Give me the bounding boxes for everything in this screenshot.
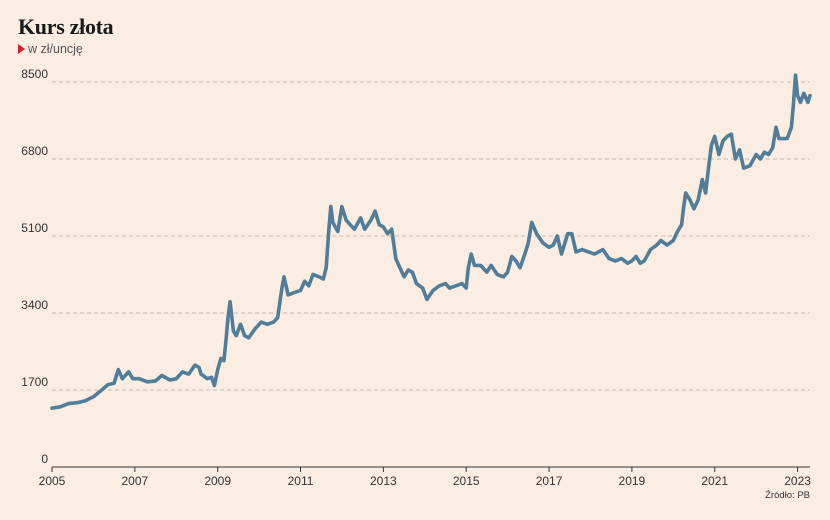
red-triangle-marker-icon — [18, 44, 25, 54]
subtitle-text: w zł/uncję — [28, 42, 83, 56]
x-tick-label: 2021 — [701, 474, 728, 488]
y-tick-label: 5100 — [21, 221, 48, 235]
x-tick-label: 2019 — [619, 474, 646, 488]
y-tick-label: 0 — [41, 452, 48, 466]
x-tick-label: 2011 — [288, 474, 314, 488]
x-tick-label: 2017 — [536, 474, 563, 488]
x-tick-label: 2015 — [453, 474, 480, 488]
x-tick-label: 2009 — [204, 474, 231, 488]
source-note: Źródło: PB — [765, 490, 810, 501]
x-tick-label: 2013 — [370, 474, 397, 488]
series-line-gold-price — [50, 73, 812, 410]
y-tick-label: 8500 — [21, 67, 48, 81]
y-tick-label: 6800 — [21, 144, 48, 158]
y-tick-label: 3400 — [21, 298, 48, 312]
chart-subtitle: w zł/uncję — [18, 42, 83, 56]
y-tick-label: 1700 — [21, 375, 48, 389]
x-tick-label: 2005 — [39, 474, 66, 488]
chart-title: Kurs złota — [18, 14, 114, 39]
x-tick-label: 2007 — [121, 474, 148, 488]
x-tick-label: 2023 — [784, 474, 811, 488]
